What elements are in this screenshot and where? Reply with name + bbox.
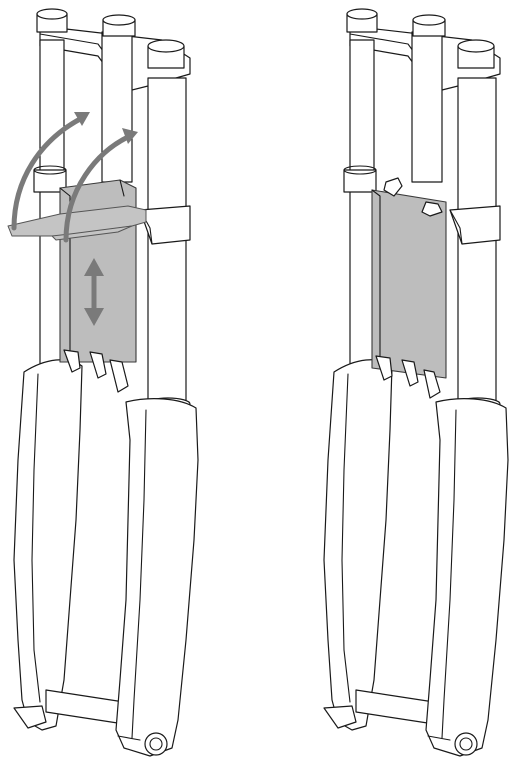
panel-before-installation: [7, 8, 199, 757]
arrow-head-up: [84, 258, 104, 276]
guard-clip: [375, 355, 393, 381]
guard-clip: [423, 369, 441, 399]
guard-clip: [109, 359, 129, 393]
guard-clip: [89, 351, 107, 379]
guard-clip: [63, 349, 81, 373]
fork-guard-installed: [371, 189, 447, 379]
rotation-arrow: [63, 133, 133, 243]
arrow-head-down: [84, 308, 104, 326]
guard-clip: [401, 359, 419, 387]
suspension-fork: [13, 8, 199, 757]
rotation-arrow: [11, 115, 85, 231]
guard-top-hook: [383, 177, 403, 197]
guard-top-hook: [421, 201, 443, 217]
panel-after-installation: [323, 8, 509, 757]
rotation-arrow-head: [74, 112, 90, 126]
rotation-arrow-head: [122, 128, 138, 144]
